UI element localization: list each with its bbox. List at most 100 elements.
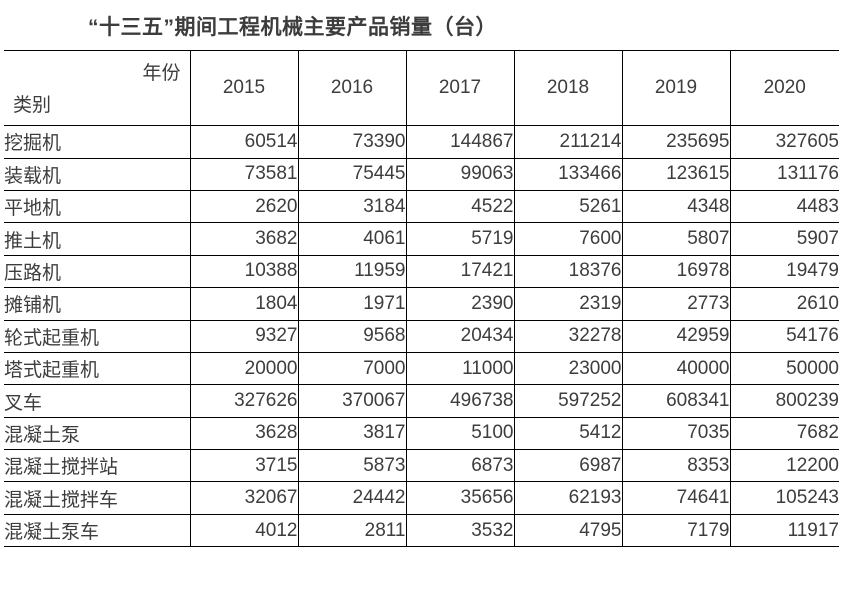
value-cell: 3817 xyxy=(297,416,407,451)
category-cell: 轮式起重机 xyxy=(4,319,191,353)
value-cell: 3628 xyxy=(189,416,299,451)
value-cell: 123615 xyxy=(621,157,731,191)
table-row: 混凝土泵车 4012 2811 3532 4795 7179 11917 xyxy=(4,513,839,548)
value-cell: 17421 xyxy=(405,254,515,289)
value-cell: 50000 xyxy=(729,351,839,386)
value-cell: 597252 xyxy=(513,384,623,418)
corner-cell: 年份 类别 xyxy=(4,50,191,127)
value-cell: 235695 xyxy=(621,125,731,159)
category-cell: 挖掘机 xyxy=(4,125,191,159)
value-cell: 4522 xyxy=(405,189,515,224)
value-cell: 32067 xyxy=(189,481,299,515)
value-cell: 370067 xyxy=(297,384,407,418)
value-cell: 4061 xyxy=(297,222,407,256)
value-cell: 9568 xyxy=(297,319,407,353)
value-cell: 54176 xyxy=(729,319,839,353)
value-cell: 5100 xyxy=(405,416,515,451)
value-cell: 74641 xyxy=(621,481,731,515)
value-cell: 4795 xyxy=(513,513,623,548)
value-cell: 3532 xyxy=(405,513,515,548)
category-cell: 叉车 xyxy=(4,384,191,418)
value-cell: 20434 xyxy=(405,319,515,353)
page-title: “十三五”期间工程机械主要产品销量（台） xyxy=(88,16,497,39)
table-row: 混凝土搅拌车 32067 24442 35656 62193 74641 105243 xyxy=(4,481,839,515)
category-cell: 平地机 xyxy=(4,189,191,224)
value-cell: 32278 xyxy=(513,319,623,353)
value-cell: 11000 xyxy=(405,351,515,386)
sales-table-body: 挖掘机 60514 73390 144867 211214 235695 327605 装载机… xyxy=(4,125,839,548)
value-cell: 105243 xyxy=(729,481,839,515)
value-cell: 2811 xyxy=(297,513,407,548)
value-cell: 608341 xyxy=(621,384,731,418)
category-cell: 推土机 xyxy=(4,222,191,256)
value-cell: 7600 xyxy=(513,222,623,256)
value-cell: 9327 xyxy=(189,319,299,353)
value-cell: 73390 xyxy=(297,125,407,159)
year-header-cell: 2018 xyxy=(513,50,623,127)
value-cell: 60514 xyxy=(189,125,299,159)
value-cell: 327626 xyxy=(189,384,299,418)
value-cell: 211214 xyxy=(513,125,623,159)
value-cell: 2610 xyxy=(729,287,839,321)
year-header-cell: 2020 xyxy=(729,50,839,127)
value-cell: 10388 xyxy=(189,254,299,289)
value-cell: 23000 xyxy=(513,351,623,386)
value-cell: 18376 xyxy=(513,254,623,289)
value-cell: 7000 xyxy=(297,351,407,386)
value-cell: 327605 xyxy=(729,125,839,159)
value-cell: 2773 xyxy=(621,287,731,321)
value-cell: 1804 xyxy=(189,287,299,321)
table-row: 混凝土搅拌站 3715 5873 6873 6987 8353 12200 xyxy=(4,449,839,483)
value-cell: 6873 xyxy=(405,449,515,483)
value-cell: 16978 xyxy=(621,254,731,289)
category-cell: 装载机 xyxy=(4,157,191,191)
value-cell: 496738 xyxy=(405,384,515,418)
value-cell: 3715 xyxy=(189,449,299,483)
value-cell: 133466 xyxy=(513,157,623,191)
value-cell: 1971 xyxy=(297,287,407,321)
value-cell: 11959 xyxy=(297,254,407,289)
year-header-cell: 2016 xyxy=(297,50,407,127)
value-cell: 42959 xyxy=(621,319,731,353)
table-row: 叉车 327626 370067 496738 597252 608341 800239 xyxy=(4,384,839,418)
year-header-cell: 2015 xyxy=(189,50,299,127)
category-cell: 混凝土泵车 xyxy=(4,513,191,548)
value-cell: 3682 xyxy=(189,222,299,256)
value-cell: 12200 xyxy=(729,449,839,483)
value-cell: 11917 xyxy=(729,513,839,548)
category-cell: 混凝土搅拌站 xyxy=(4,449,191,483)
value-cell: 2390 xyxy=(405,287,515,321)
year-header-cell: 2019 xyxy=(621,50,731,127)
table-row: 混凝土泵 3628 3817 5100 5412 7035 7682 xyxy=(4,416,839,451)
value-cell: 144867 xyxy=(405,125,515,159)
value-cell: 3184 xyxy=(297,189,407,224)
corner-category-label: 类别 xyxy=(13,95,52,117)
category-cell: 混凝土搅拌车 xyxy=(4,481,191,515)
value-cell: 7035 xyxy=(621,416,731,451)
sales-table: 年份 类别 2015 2016 2017 2018 2019 2020 挖掘机 60514 7… xyxy=(4,50,839,548)
value-cell: 5412 xyxy=(513,416,623,451)
value-cell: 6987 xyxy=(513,449,623,483)
value-cell: 5807 xyxy=(621,222,731,256)
category-cell: 混凝土泵 xyxy=(4,416,191,451)
value-cell: 8353 xyxy=(621,449,731,483)
value-cell: 5907 xyxy=(729,222,839,256)
table-row: 推土机 3682 4061 5719 7600 5807 5907 xyxy=(4,222,839,256)
table-row: 轮式起重机 9327 9568 20434 32278 42959 54176 xyxy=(4,319,839,353)
value-cell: 2319 xyxy=(513,287,623,321)
value-cell: 19479 xyxy=(729,254,839,289)
category-cell: 塔式起重机 xyxy=(4,351,191,386)
value-cell: 5261 xyxy=(513,189,623,224)
value-cell: 35656 xyxy=(405,481,515,515)
table-row: 塔式起重机 20000 7000 11000 23000 40000 50000 xyxy=(4,351,839,386)
header-row: 年份 类别 2015 2016 2017 2018 2019 2020 xyxy=(4,50,839,127)
value-cell: 99063 xyxy=(405,157,515,191)
table-row: 装载机 73581 75445 99063 133466 123615 131176 xyxy=(4,157,839,191)
value-cell: 4012 xyxy=(189,513,299,548)
table-row: 压路机 10388 11959 17421 18376 16978 19479 xyxy=(4,254,839,289)
value-cell: 75445 xyxy=(297,157,407,191)
year-header-cell: 2017 xyxy=(405,50,515,127)
corner-years-label: 年份 xyxy=(142,63,181,85)
value-cell: 62193 xyxy=(513,481,623,515)
category-cell: 压路机 xyxy=(4,254,191,289)
